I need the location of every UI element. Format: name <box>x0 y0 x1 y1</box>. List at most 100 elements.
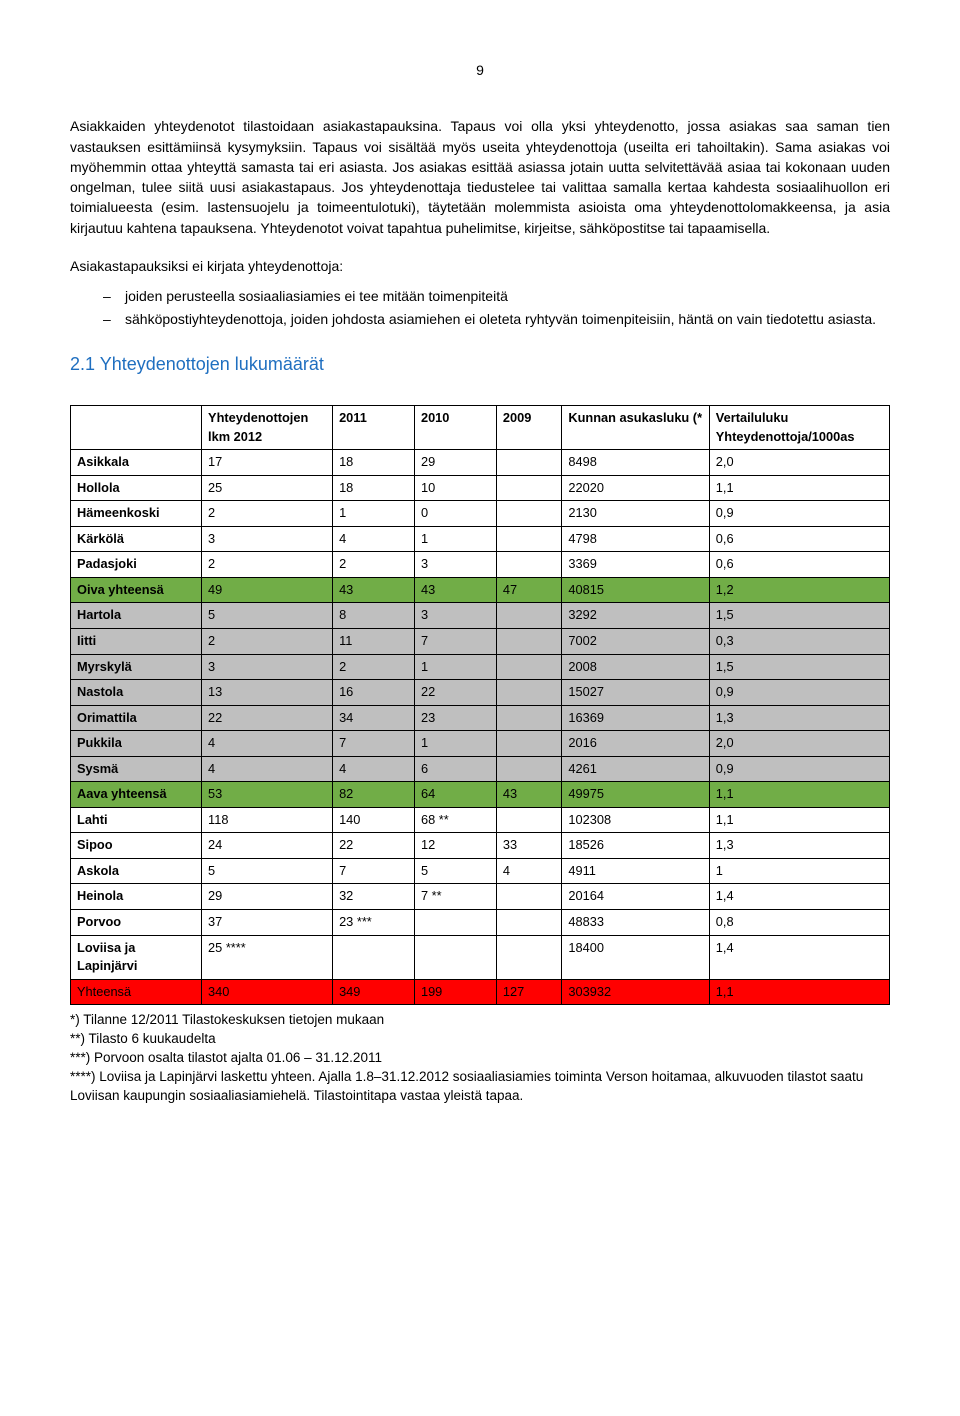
table-cell: 5 <box>414 858 496 884</box>
table-cell: 0,9 <box>709 756 889 782</box>
table-cell: 340 <box>202 979 333 1005</box>
table-cell: 4911 <box>562 858 709 884</box>
table-cell: 18 <box>333 450 415 476</box>
table-cell: 16 <box>333 680 415 706</box>
table-cell: 82 <box>333 782 415 808</box>
footnote: ***) Porvoon osalta tilastot ajalta 01.0… <box>70 1049 890 1068</box>
table-cell: Orimattila <box>71 705 202 731</box>
table-cell: 1 <box>414 731 496 757</box>
table-cell: Askola <box>71 858 202 884</box>
table-cell: 7 <box>333 731 415 757</box>
table-cell: 22 <box>202 705 333 731</box>
table-row: Heinola29327 **201641,4 <box>71 884 890 910</box>
table-cell: 3369 <box>562 552 709 578</box>
table-cell <box>414 910 496 936</box>
table-cell: 349 <box>333 979 415 1005</box>
table-cell: 22020 <box>562 475 709 501</box>
table-cell: 16369 <box>562 705 709 731</box>
th-asukasluku: Kunnan asukasluku (* <box>562 406 709 450</box>
table-cell: 1,3 <box>709 705 889 731</box>
table-cell <box>496 628 562 654</box>
table-cell: 7 <box>333 858 415 884</box>
table-cell: 1 <box>709 858 889 884</box>
th-2009: 2009 <box>496 406 562 450</box>
table-row: Kärkölä34147980,6 <box>71 526 890 552</box>
table-cell: Iitti <box>71 628 202 654</box>
table-cell: 25 **** <box>202 935 333 979</box>
table-cell: 11 <box>333 628 415 654</box>
table-cell: 0 <box>414 501 496 527</box>
footnote: *) Tilanne 12/2011 Tilastokeskuksen tiet… <box>70 1011 890 1030</box>
table-cell: 2 <box>333 552 415 578</box>
table-cell: 32 <box>333 884 415 910</box>
table-cell: Loviisa ja Lapinjärvi <box>71 935 202 979</box>
table-row: Yhteensä3403491991273039321,1 <box>71 979 890 1005</box>
table-cell: 23 *** <box>333 910 415 936</box>
table-row: Padasjoki22333690,6 <box>71 552 890 578</box>
table-cell: 1 <box>414 526 496 552</box>
table-cell: 3 <box>202 654 333 680</box>
table-cell: 25 <box>202 475 333 501</box>
table-cell: 0,9 <box>709 501 889 527</box>
table-row: Oiva yhteensä49434347408151,2 <box>71 577 890 603</box>
table-cell <box>496 450 562 476</box>
table-cell <box>496 756 562 782</box>
table-row: Loviisa ja Lapinjärvi25 ****184001,4 <box>71 935 890 979</box>
table-cell <box>496 705 562 731</box>
table-cell: 1,1 <box>709 807 889 833</box>
table-cell: Heinola <box>71 884 202 910</box>
table-cell: Nastola <box>71 680 202 706</box>
table-cell: 24 <box>202 833 333 859</box>
table-cell: 33 <box>496 833 562 859</box>
table-cell: 3 <box>202 526 333 552</box>
table-cell: 118 <box>202 807 333 833</box>
th-2010: 2010 <box>414 406 496 450</box>
table-cell: 47 <box>496 577 562 603</box>
table-cell: Asikkala <box>71 450 202 476</box>
table-row: Asikkala17182984982,0 <box>71 450 890 476</box>
contacts-table: Yhteydenottojen lkm 2012 2011 2010 2009 … <box>70 405 890 1005</box>
table-cell: 2,0 <box>709 450 889 476</box>
paragraph-listintro: Asiakastapauksiksi ei kirjata yhteydenot… <box>70 256 890 276</box>
table-cell: 29 <box>414 450 496 476</box>
table-cell: 18526 <box>562 833 709 859</box>
table-cell: 0,9 <box>709 680 889 706</box>
table-cell: 64 <box>414 782 496 808</box>
table-cell: 4798 <box>562 526 709 552</box>
table-cell: 34 <box>333 705 415 731</box>
table-cell <box>496 731 562 757</box>
table-cell: 4 <box>333 526 415 552</box>
table-cell <box>496 654 562 680</box>
table-cell: 48833 <box>562 910 709 936</box>
table-cell: 2,0 <box>709 731 889 757</box>
table-cell <box>496 526 562 552</box>
section-heading: 2.1 Yhteydenottojen lukumäärät <box>70 351 890 377</box>
table-row: Sipoo24221233185261,3 <box>71 833 890 859</box>
table-cell: 4 <box>496 858 562 884</box>
table-cell: 49975 <box>562 782 709 808</box>
table-row: Myrskylä32120081,5 <box>71 654 890 680</box>
table-cell: 1,5 <box>709 603 889 629</box>
table-cell: Porvoo <box>71 910 202 936</box>
table-cell: 1,2 <box>709 577 889 603</box>
table-cell: 1,1 <box>709 475 889 501</box>
table-cell: 43 <box>496 782 562 808</box>
table-cell: 127 <box>496 979 562 1005</box>
table-cell: 7 ** <box>414 884 496 910</box>
table-row: Hartola58332921,5 <box>71 603 890 629</box>
table-cell: Pukkila <box>71 731 202 757</box>
table-cell: Hämeenkoski <box>71 501 202 527</box>
table-cell: 6 <box>414 756 496 782</box>
table-body: Asikkala17182984982,0Hollola251810220201… <box>71 450 890 1005</box>
table-cell: 12 <box>414 833 496 859</box>
table-cell: 40815 <box>562 577 709 603</box>
table-cell: Sysmä <box>71 756 202 782</box>
table-cell: 22 <box>333 833 415 859</box>
table-cell: 68 ** <box>414 807 496 833</box>
table-cell: 4 <box>333 756 415 782</box>
table-cell: 3 <box>414 603 496 629</box>
table-cell: Yhteensä <box>71 979 202 1005</box>
table-cell: Aava yhteensä <box>71 782 202 808</box>
table-cell: 49 <box>202 577 333 603</box>
table-cell: 303932 <box>562 979 709 1005</box>
